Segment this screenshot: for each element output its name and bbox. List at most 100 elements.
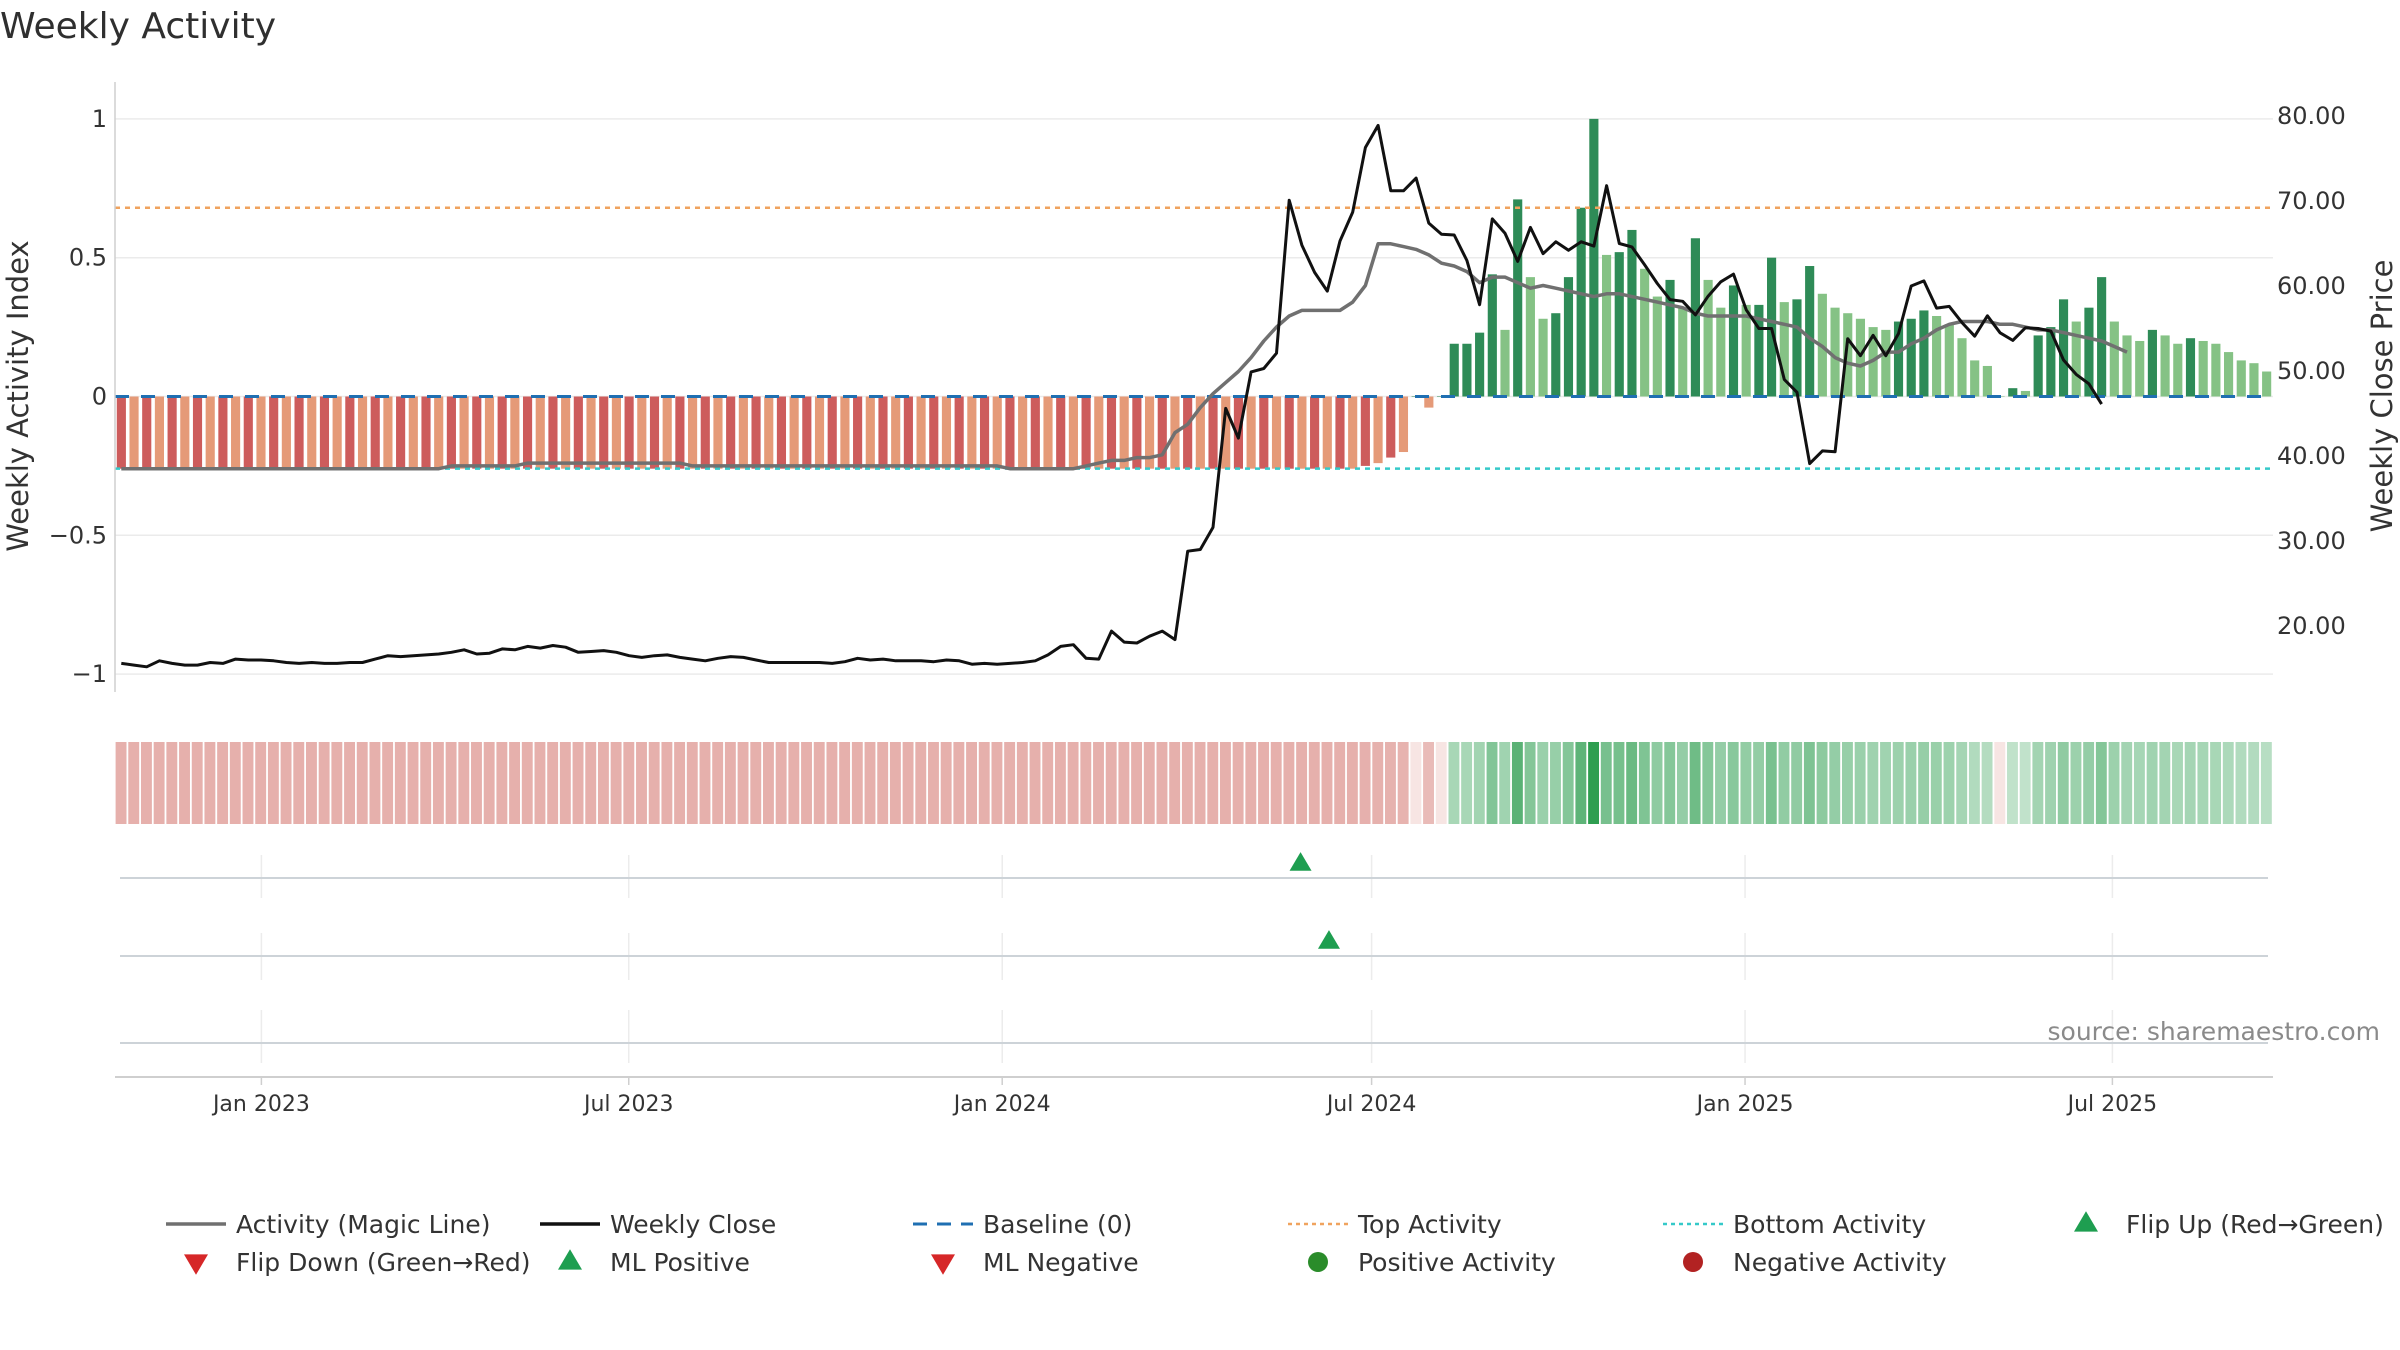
heat-cell bbox=[1207, 742, 1219, 824]
legend-item: Activity (Magic Line) bbox=[166, 1210, 490, 1239]
heat-cell bbox=[407, 742, 419, 824]
activity-bar bbox=[2046, 327, 2056, 397]
activity-bar bbox=[1132, 396, 1142, 469]
heat-cell bbox=[331, 742, 343, 824]
heat-cell bbox=[661, 742, 673, 824]
activity-bar bbox=[1970, 360, 1980, 397]
activity-bars bbox=[116, 118, 2272, 469]
activity-bar bbox=[789, 396, 799, 469]
activity-bar bbox=[586, 396, 596, 469]
heat-cell bbox=[1524, 742, 1536, 824]
legend-label: Positive Activity bbox=[1358, 1248, 1556, 1277]
activity-bar bbox=[1018, 396, 1028, 469]
heat-cell bbox=[597, 742, 609, 824]
heat-cell bbox=[1854, 742, 1866, 824]
activity-bar bbox=[1259, 396, 1269, 469]
triangle-down-icon bbox=[931, 1254, 955, 1275]
x-tick-label: Jan 2023 bbox=[211, 1092, 310, 1117]
triangle-up-icon bbox=[2074, 1211, 2098, 1232]
activity-bar bbox=[764, 396, 774, 469]
legend-item: Flip Up (Red→Green) bbox=[2074, 1210, 2384, 1239]
heat-cell bbox=[864, 742, 876, 824]
heat-cell bbox=[788, 742, 800, 824]
heat-cell bbox=[712, 742, 724, 824]
heat-cell bbox=[166, 742, 178, 824]
activity-bar bbox=[688, 396, 698, 469]
right-tick-label: 60.00 bbox=[2277, 272, 2346, 300]
activity-bar bbox=[2109, 321, 2119, 397]
source-label: source: sharemaestro.com bbox=[2048, 1017, 2381, 1046]
activity-bar bbox=[2008, 388, 2018, 397]
heat-cell bbox=[1778, 742, 1790, 824]
heat-cell bbox=[1968, 742, 1980, 824]
heat-cell bbox=[128, 742, 140, 824]
activity-bar bbox=[2122, 335, 2132, 397]
right-tick-label: 80.00 bbox=[2277, 102, 2346, 130]
heat-cell bbox=[2045, 742, 2056, 824]
heat-cell bbox=[2235, 742, 2247, 824]
heat-cell bbox=[1029, 742, 1041, 824]
heat-cell bbox=[1575, 742, 1587, 824]
legend-item: Negative Activity bbox=[1683, 1248, 1947, 1277]
heat-cell bbox=[1727, 742, 1739, 824]
heat-cell bbox=[1626, 742, 1638, 824]
activity-bar bbox=[2236, 360, 2246, 397]
heat-cell bbox=[496, 742, 508, 824]
heat-cell bbox=[610, 742, 622, 824]
activity-bar bbox=[497, 396, 507, 469]
activity-bar bbox=[1881, 329, 1891, 397]
heat-cell bbox=[1956, 742, 1968, 824]
heat-cell bbox=[1461, 742, 1473, 824]
heat-cell bbox=[420, 742, 432, 824]
activity-bar bbox=[307, 396, 317, 469]
heat-cell bbox=[1334, 742, 1346, 824]
legend-label: ML Positive bbox=[610, 1248, 750, 1277]
activity-bar bbox=[154, 396, 164, 469]
heat-cell bbox=[978, 742, 990, 824]
legend-label: ML Negative bbox=[983, 1248, 1139, 1277]
ml-positive-marker bbox=[1317, 930, 1340, 949]
heat-cell bbox=[1372, 742, 1384, 824]
series-lines bbox=[121, 123, 2128, 669]
heat-cell bbox=[1537, 742, 1549, 824]
activity-bar bbox=[1919, 310, 1929, 397]
activity-bar bbox=[1424, 396, 1434, 408]
activity-bar bbox=[1373, 396, 1383, 464]
heat-cell bbox=[763, 742, 774, 824]
heat-cell bbox=[1486, 742, 1498, 824]
activity-bar bbox=[129, 396, 139, 469]
heat-cell bbox=[1296, 742, 1308, 824]
heat-cell bbox=[1181, 742, 1193, 824]
heat-cell bbox=[2172, 742, 2183, 824]
heat-cell bbox=[1346, 742, 1358, 824]
heat-cell bbox=[699, 742, 711, 824]
activity-bar bbox=[1703, 279, 1713, 397]
heat-cell bbox=[1803, 742, 1815, 824]
heat-cell bbox=[2222, 742, 2234, 824]
activity-bar bbox=[840, 396, 850, 469]
activity-bar bbox=[1678, 307, 1688, 397]
activity-bar bbox=[1462, 343, 1472, 397]
activity-bar bbox=[1284, 396, 1294, 469]
activity-bar bbox=[738, 396, 748, 469]
heat-cell bbox=[1664, 742, 1676, 824]
heat-cell bbox=[2248, 742, 2260, 824]
legend-label: Top Activity bbox=[1357, 1210, 1502, 1239]
heat-cell bbox=[2070, 742, 2082, 824]
heat-cell bbox=[179, 742, 190, 824]
activity-bar bbox=[814, 396, 825, 469]
right-tick-label: 40.00 bbox=[2277, 442, 2346, 470]
heat-cell bbox=[1753, 742, 1765, 824]
weekly-close-line bbox=[121, 123, 2103, 669]
heat-cell bbox=[1067, 742, 1079, 824]
activity-bar bbox=[1589, 118, 1599, 397]
heat-cell bbox=[471, 742, 482, 824]
heat-cell bbox=[877, 742, 889, 824]
heat-cell bbox=[394, 742, 406, 824]
legend-item: Flip Down (Green→Red) bbox=[184, 1248, 531, 1277]
circle-icon bbox=[1308, 1252, 1328, 1272]
heat-cell bbox=[369, 742, 381, 824]
heat-cell bbox=[1892, 742, 1904, 824]
activity-bar bbox=[1310, 396, 1320, 469]
